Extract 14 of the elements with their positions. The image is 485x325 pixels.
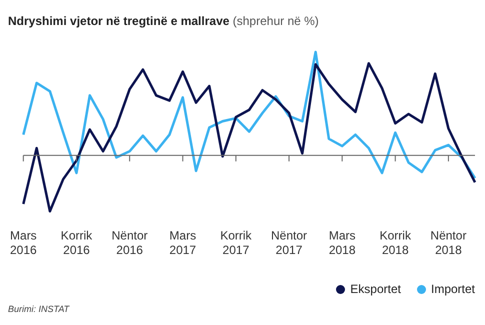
- legend-label: Importet: [430, 282, 475, 296]
- x-tick-label: Mars 2018: [328, 228, 356, 258]
- x-tick-label: Korrik 2016: [60, 228, 94, 258]
- x-tick-label: Korrik 2018: [380, 228, 412, 258]
- x-tick-label: Mars 2017: [169, 228, 196, 258]
- x-tick-label: Nëntor 2018: [430, 228, 466, 258]
- text: Burimi: INSTAT: [8, 304, 70, 314]
- x-tick-label: Korrik 2017: [220, 228, 253, 258]
- x-tick-label: Nëntor 2017: [271, 228, 308, 258]
- legend-label: Eksportet: [350, 282, 401, 296]
- chart-title: Ndryshimi vjetor në tregtinë e mallrave: [8, 14, 230, 28]
- x-tick-label: Nëntor 2016: [112, 228, 148, 258]
- chart-subtitle: (shprehur në %): [232, 14, 319, 28]
- x-tick-label: Mars 2016: [10, 228, 38, 258]
